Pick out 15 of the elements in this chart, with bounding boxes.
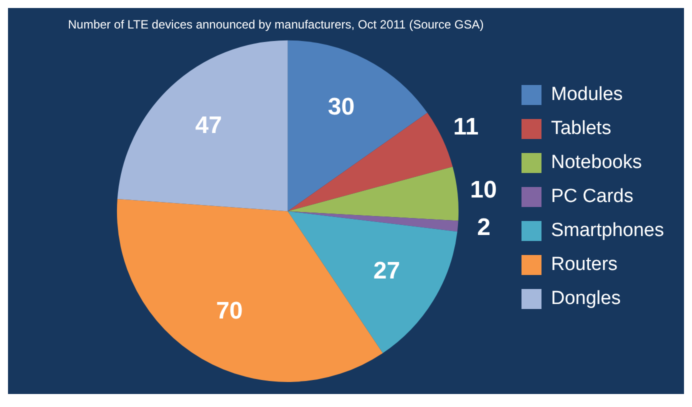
data-label: 2 [477,214,490,242]
legend-label: Modules [550,84,623,106]
legend-label: Smartphones [550,220,664,242]
legend-label: Notebooks [550,152,642,174]
legend-label: PC Cards [550,186,634,208]
data-label: 47 [195,112,222,139]
legend-label: Tablets [550,118,612,140]
data-label: 11 [453,113,479,140]
data-label: 10 [470,176,497,204]
data-label: 27 [373,258,400,285]
data-label: 70 [216,297,243,324]
legend-label: Routers [550,254,618,276]
data-label: 30 [328,94,355,121]
legend-label: Dongles [550,288,621,310]
chart-title: Number of LTE devices announced by manufacturers, Oct 2011 (Source GSA) [68,18,484,32]
